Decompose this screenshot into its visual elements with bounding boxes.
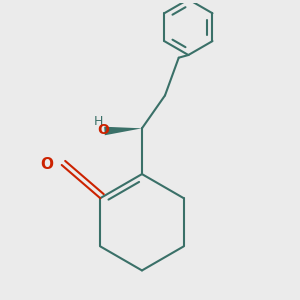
- Polygon shape: [104, 127, 142, 135]
- Text: H: H: [93, 115, 103, 128]
- Text: O: O: [41, 158, 54, 172]
- Text: O: O: [98, 124, 110, 137]
